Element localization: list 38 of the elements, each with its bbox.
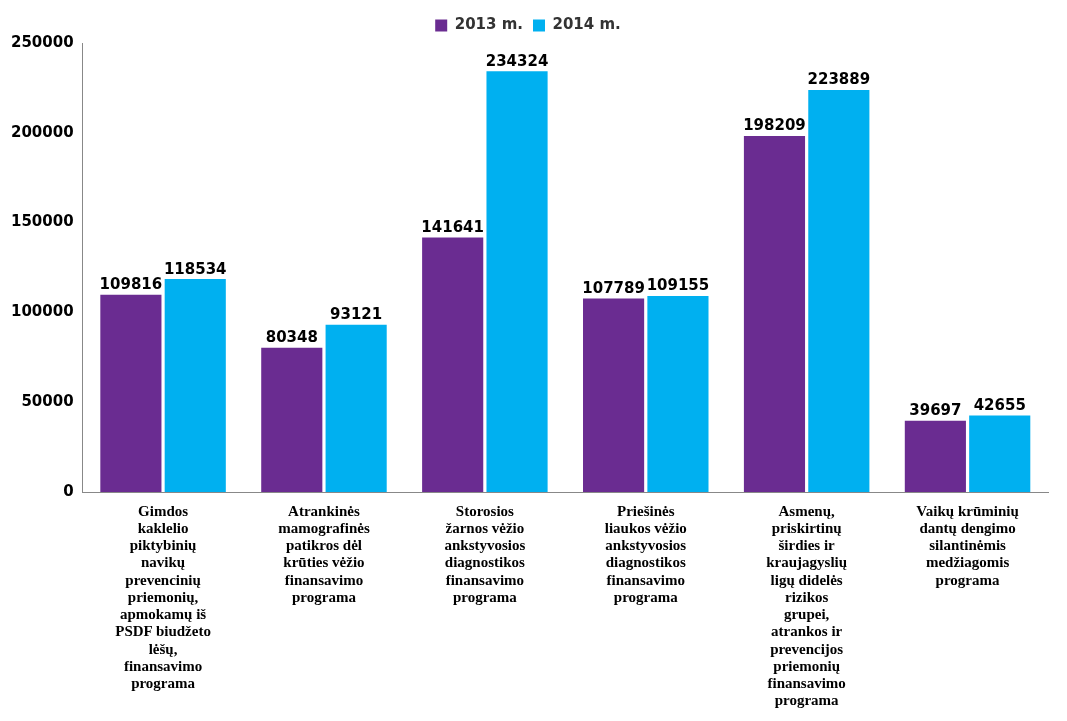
data-label: 118534 [163, 259, 227, 278]
data-label: 223889 [807, 70, 871, 89]
bar [583, 298, 645, 492]
y-tick-label: 250000 [11, 32, 74, 51]
bar [325, 324, 387, 492]
bar [904, 420, 966, 492]
category-label: Gimdos kaklelio piktybinių navikų prevencinių priemonių, apmokamų iš PSDF biudžeto lėšų, finansavimo programa [115, 502, 211, 691]
bar [743, 136, 806, 492]
y-tick-label: 50000 [21, 392, 74, 411]
data-label: 234324 [485, 51, 549, 70]
data-label: 39697 [909, 401, 962, 420]
y-tick-label: 100000 [11, 302, 74, 321]
data-label: 109816 [99, 275, 163, 294]
y-tick-label: 200000 [11, 122, 74, 141]
bar [969, 415, 1031, 492]
data-label: 198209 [743, 116, 806, 135]
bar [647, 295, 709, 492]
bar [486, 71, 548, 492]
category-label: Asmenų, priskirtinų širdies ir kraujagyslių ligų didelės rizikos grupei, atrankos ir prevencijos priemonių finansavimo programa [766, 502, 848, 709]
data-label: 109155 [646, 276, 710, 295]
data-label: 93121 [330, 305, 383, 324]
bar [100, 294, 162, 492]
y-tick-label: 0 [63, 481, 74, 500]
x-tick-label: Vaikų krūminių dantų dengimo silantinėmis medžiagomis programa [916, 502, 1019, 588]
data-label: 141641 [421, 218, 484, 236]
data-label: 107789 [582, 278, 645, 297]
legend-label: 2013 m. [454, 15, 524, 34]
bar [164, 279, 226, 492]
y-tick-label: 150000 [11, 212, 74, 231]
bar [808, 89, 870, 492]
data-label: 42655 [973, 395, 1026, 414]
x-tick-label: Atrankinės mamografinės patikros dėl krūties vėžio finansavimo programa [278, 502, 370, 605]
bar [422, 237, 484, 492]
x-tick-label: Storosios žarnos vėžio ankstyvosios diagnostikos finansavimo programa [444, 502, 526, 605]
x-tick-label: Priešinės liaukos vėžio ankstyvosios diagnostikos finansavimo programa [604, 502, 687, 605]
data-label: 80348 [265, 328, 318, 347]
legend-label: 2014 m. [552, 15, 621, 34]
bar [261, 347, 323, 492]
